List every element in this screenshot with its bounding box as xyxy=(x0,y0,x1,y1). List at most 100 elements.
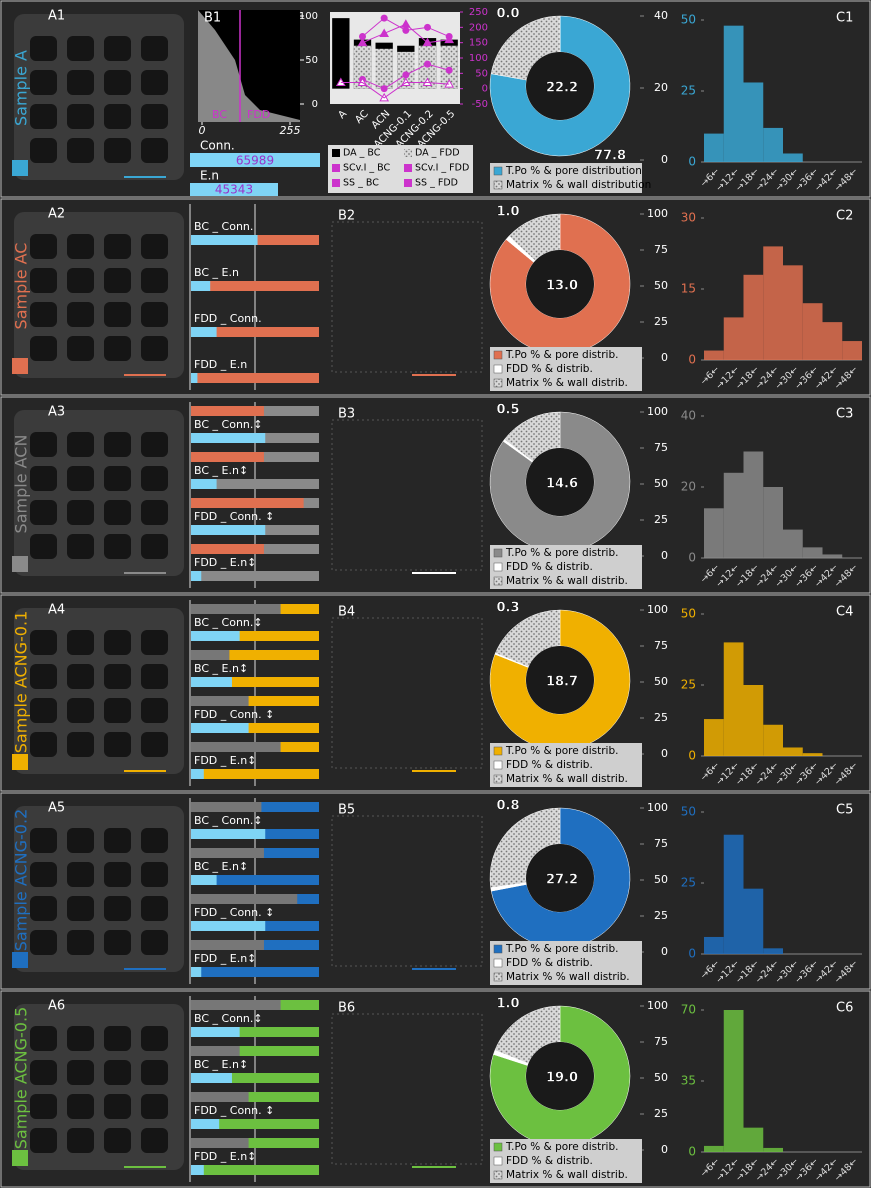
mini-line xyxy=(340,82,450,99)
photo-hole xyxy=(30,930,57,955)
bar xyxy=(191,406,264,416)
donut-hole xyxy=(526,250,594,318)
b1-y-tick-label: 0 xyxy=(312,99,318,110)
bar xyxy=(191,373,198,383)
donut-legend-bg xyxy=(490,1139,642,1183)
bar-bg xyxy=(191,1138,319,1148)
photo-hole xyxy=(104,234,131,259)
donut-axis-label: 25 xyxy=(654,513,668,526)
photo-hole xyxy=(67,1026,94,1051)
bar-bg xyxy=(191,479,319,489)
legend-label: T.Po % & pore distrib. xyxy=(505,547,618,559)
bar xyxy=(191,235,258,245)
hist-bar xyxy=(723,1010,744,1152)
legend-swatch xyxy=(493,944,503,954)
legend-swatch xyxy=(493,166,503,176)
hist-bar xyxy=(723,642,744,756)
donut-hole xyxy=(526,448,594,516)
photo-hole xyxy=(141,432,168,457)
hist-y-tick-label: 50 xyxy=(681,805,696,819)
legend-label: T.Po % & pore distrib. xyxy=(505,745,618,757)
legend-label: DA _ BC xyxy=(343,148,381,159)
mini-bar xyxy=(353,45,372,89)
photo-hole xyxy=(141,630,168,655)
donut-segment xyxy=(489,807,561,888)
hist-bar xyxy=(704,1145,724,1152)
bar xyxy=(191,677,232,687)
donut-legend-bg xyxy=(490,545,642,589)
donut-legend-bg xyxy=(490,163,642,193)
bar xyxy=(191,875,217,885)
photo-hole xyxy=(67,302,94,327)
photo-label: A6 xyxy=(48,999,65,1014)
photo-hole xyxy=(104,36,131,61)
hist-bar xyxy=(743,1127,764,1152)
bar-bg xyxy=(191,327,319,337)
bar-bg xyxy=(191,1092,319,1102)
legend-label: Matrix % & wall distribution xyxy=(506,179,651,191)
sample-swatch xyxy=(12,1150,28,1166)
legend-label: T.Po % & pore distrib. xyxy=(505,349,618,361)
sample-swatch xyxy=(12,952,28,968)
legend-box-bg xyxy=(328,145,473,193)
hist-bar xyxy=(763,127,783,162)
bar xyxy=(191,1092,249,1102)
hist-y-tick-label: 35 xyxy=(681,1074,696,1088)
mini-bar xyxy=(375,48,393,89)
legend-swatch xyxy=(493,364,503,374)
photo-hole xyxy=(67,664,94,689)
legend-swatch xyxy=(493,562,503,572)
hist-bar xyxy=(763,948,783,954)
photo-hole xyxy=(30,70,57,95)
hist-bar xyxy=(763,487,783,558)
b1-curve xyxy=(198,10,300,122)
legend-label: FDD % & distrib. xyxy=(506,363,593,375)
photo-hole xyxy=(67,268,94,293)
donut-value-label: 18.7 xyxy=(546,675,578,690)
bar-label: FDD _ E.n↕ xyxy=(194,1150,256,1163)
conn-value: 65989 xyxy=(236,154,274,168)
bar-bg xyxy=(191,723,319,733)
hist-bar xyxy=(763,1147,783,1152)
hist-label: C5 xyxy=(836,803,853,818)
bar-label: FDD _ Conn. xyxy=(194,312,262,325)
photo-hole xyxy=(67,698,94,723)
photo-hole xyxy=(141,1094,168,1119)
bar-label: BC _ E.n↕ xyxy=(194,662,248,675)
bar-label: BC _ Conn.↕ xyxy=(194,616,263,629)
photo-hole xyxy=(141,36,168,61)
donut-axis-label: 100 xyxy=(647,999,668,1012)
photo-hole xyxy=(104,500,131,525)
legend-label: DA _ FDD xyxy=(415,148,460,159)
legend-swatch xyxy=(493,972,503,982)
b1-fdd: FDD xyxy=(247,108,270,121)
donut-legend-bg xyxy=(490,941,642,985)
bar xyxy=(191,650,230,660)
legend-swatch xyxy=(493,350,503,360)
photo-hole xyxy=(67,1060,94,1085)
mini-line xyxy=(362,63,450,90)
photo-hole xyxy=(67,1094,94,1119)
hist-bar xyxy=(743,274,764,360)
hist-bar xyxy=(704,133,724,162)
donut-axis-label: 75 xyxy=(654,243,668,256)
bar-bg xyxy=(191,1027,319,1037)
donut-hole xyxy=(526,1042,594,1110)
b1-y-tick-label: 50 xyxy=(305,55,318,66)
legend-label: Matrix % & wall distrib. xyxy=(506,1169,628,1181)
hist-bar xyxy=(822,322,843,360)
donut-hole xyxy=(526,646,594,714)
hist-bar xyxy=(723,25,744,163)
legend-swatch xyxy=(493,378,503,388)
hist-label: C4 xyxy=(836,605,853,620)
b1-y-tick-label: 100 xyxy=(299,11,318,22)
b-label: B5 xyxy=(338,803,355,818)
donut-axis-label: 25 xyxy=(654,1107,668,1120)
donut-axis-label: 0 xyxy=(661,351,668,364)
photo-label: A3 xyxy=(48,405,65,420)
sample-swatch xyxy=(12,556,28,572)
sample-label: Sample ACNG-0.2 xyxy=(12,809,31,952)
legend-label: FDD % & distrib. xyxy=(506,759,593,771)
bar-bg xyxy=(191,571,319,581)
mini-y-tick-label: 200 xyxy=(469,22,488,33)
